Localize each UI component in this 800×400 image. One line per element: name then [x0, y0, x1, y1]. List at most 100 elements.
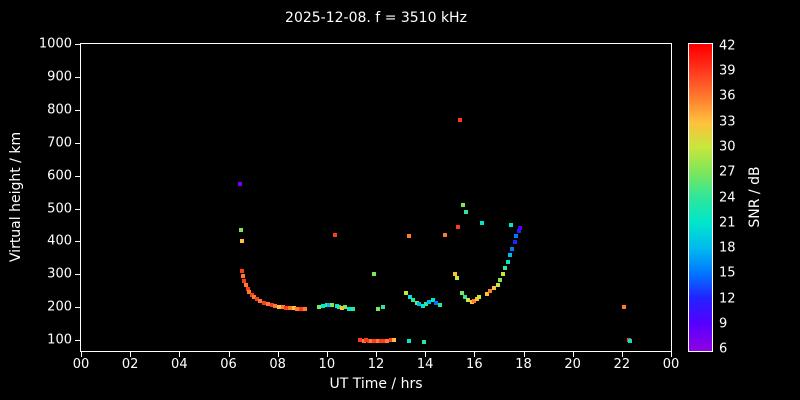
- y-tick: [75, 208, 80, 210]
- data-point: [500, 272, 505, 277]
- data-point: [237, 181, 242, 186]
- data-point: [434, 301, 439, 306]
- data-point: [337, 304, 342, 309]
- x-tick-label: 10: [318, 357, 336, 372]
- plot-area: [80, 43, 672, 352]
- data-point: [460, 291, 465, 296]
- data-point: [358, 338, 363, 343]
- y-tick-label: 500: [47, 201, 72, 217]
- y-tick-label: 1000: [38, 36, 72, 52]
- data-point: [265, 302, 270, 307]
- colorbar-tick-label: 30: [719, 139, 736, 155]
- colorbar-tick-label: 6: [719, 341, 728, 357]
- data-point: [472, 298, 477, 303]
- data-point: [361, 338, 366, 343]
- x-tick: [81, 352, 82, 357]
- data-point: [414, 300, 419, 305]
- data-point: [622, 305, 627, 310]
- data-point: [262, 300, 267, 305]
- colorbar-tick-label: 12: [719, 291, 736, 307]
- y-tick: [75, 307, 80, 309]
- x-tick: [179, 352, 181, 357]
- y-tick: [75, 109, 80, 111]
- x-tick: [523, 352, 525, 357]
- data-point: [302, 306, 307, 311]
- y-tick: [75, 274, 80, 276]
- data-point: [276, 304, 281, 309]
- data-point: [369, 338, 374, 343]
- data-point: [376, 339, 381, 344]
- data-point: [442, 232, 447, 237]
- x-tick: [376, 352, 377, 357]
- data-point: [455, 276, 460, 281]
- data-point: [407, 234, 412, 239]
- data-point: [284, 305, 289, 310]
- x-tick: [130, 352, 132, 357]
- data-point: [374, 338, 378, 343]
- data-point: [371, 339, 376, 344]
- x-tick-label: 04: [171, 357, 188, 372]
- data-point: [295, 306, 300, 311]
- y-tick: [75, 340, 80, 342]
- y-tick-label: 900: [47, 69, 72, 85]
- data-point: [463, 210, 468, 215]
- data-point: [346, 306, 351, 311]
- data-point: [392, 338, 397, 343]
- x-tick: [671, 352, 672, 357]
- data-point: [492, 286, 496, 291]
- data-point: [474, 296, 479, 301]
- data-point: [461, 203, 466, 208]
- data-point: [488, 289, 493, 294]
- x-tick-label: 14: [416, 357, 434, 372]
- data-point: [339, 305, 344, 310]
- data-point: [469, 299, 474, 304]
- data-point: [479, 221, 484, 226]
- data-point: [327, 302, 332, 307]
- data-point: [466, 297, 471, 302]
- y-tick-label: 200: [47, 299, 72, 315]
- data-point: [269, 303, 274, 308]
- data-point: [426, 299, 431, 304]
- y-tick-label: 600: [47, 168, 72, 184]
- data-point: [385, 338, 390, 343]
- data-point: [505, 259, 510, 264]
- data-point: [516, 228, 521, 233]
- x-tick: [425, 352, 427, 357]
- x-tick: [326, 352, 328, 357]
- y-axis-label: Virtual height / km: [8, 131, 24, 263]
- colorbar-tick-label: 21: [719, 215, 736, 231]
- x-tick-label: 00: [662, 357, 680, 372]
- colorbar-tick-label: 33: [719, 114, 736, 130]
- data-point: [507, 253, 512, 258]
- data-point: [457, 117, 462, 122]
- x-tick: [474, 352, 476, 357]
- data-point: [258, 299, 263, 304]
- data-point: [376, 306, 381, 311]
- data-point: [247, 290, 252, 295]
- data-point: [452, 272, 457, 277]
- data-point: [421, 339, 426, 344]
- x-tick-label: 12: [367, 357, 385, 372]
- y-tick: [75, 142, 80, 144]
- data-point: [242, 278, 247, 283]
- data-point: [381, 305, 386, 310]
- data-point: [254, 297, 259, 302]
- data-point: [628, 339, 633, 344]
- x-tick-label: 20: [564, 357, 581, 372]
- colorbar: [688, 43, 713, 352]
- x-tick-label: 06: [220, 357, 237, 372]
- data-point: [287, 305, 292, 310]
- x-tick-label: 02: [121, 357, 139, 372]
- y-tick-label: 100: [47, 332, 72, 348]
- data-point: [381, 339, 386, 344]
- data-point: [333, 232, 338, 237]
- data-point: [364, 338, 369, 343]
- data-point: [503, 266, 508, 271]
- data-point: [408, 294, 413, 299]
- x-tick: [277, 352, 279, 357]
- y-tick: [75, 241, 80, 243]
- data-point: [299, 306, 304, 311]
- colorbar-tick-label: 9: [719, 316, 728, 332]
- data-point: [517, 225, 522, 230]
